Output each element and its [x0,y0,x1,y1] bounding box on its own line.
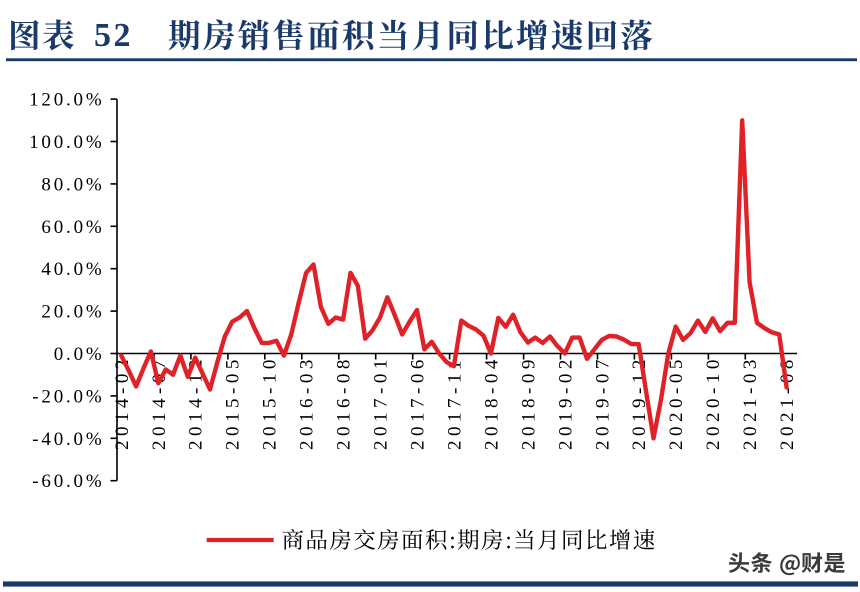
svg-text:52: 52 [94,17,133,54]
svg-text:2014-07: 2014-07 [149,355,170,450]
svg-text:2015-10: 2015-10 [260,355,281,450]
svg-text:-40.0%: -40.0% [32,429,104,450]
svg-text:2017-06: 2017-06 [408,355,429,450]
svg-text:2019-02: 2019-02 [555,355,576,450]
svg-text:2020-05: 2020-05 [666,355,687,450]
svg-text:40.0%: 40.0% [41,259,104,280]
svg-text:-20.0%: -20.0% [32,386,104,407]
svg-text:2021-03: 2021-03 [740,355,761,450]
svg-text:2014-02: 2014-02 [112,355,133,450]
svg-text:2017-01: 2017-01 [371,355,392,450]
svg-text:2015-05: 2015-05 [223,355,244,450]
svg-text:20.0%: 20.0% [41,302,104,323]
svg-text:120.0%: 120.0% [29,90,104,111]
svg-text:2021-08: 2021-08 [777,355,798,450]
svg-text:-60.0%: -60.0% [32,471,104,492]
svg-text:2014-12: 2014-12 [186,355,207,450]
svg-text:80.0%: 80.0% [41,174,104,195]
svg-text:100.0%: 100.0% [29,132,104,153]
svg-text:2018-09: 2018-09 [518,355,539,450]
svg-text:2016-03: 2016-03 [297,355,318,450]
svg-text:2018-04: 2018-04 [481,355,502,450]
svg-text:60.0%: 60.0% [41,217,104,238]
svg-text:0.0%: 0.0% [54,344,105,365]
svg-text:2017-11: 2017-11 [444,356,465,450]
svg-text:2016-08: 2016-08 [334,355,355,450]
svg-text:2020-10: 2020-10 [703,355,724,450]
svg-text:2019-07: 2019-07 [592,355,613,450]
